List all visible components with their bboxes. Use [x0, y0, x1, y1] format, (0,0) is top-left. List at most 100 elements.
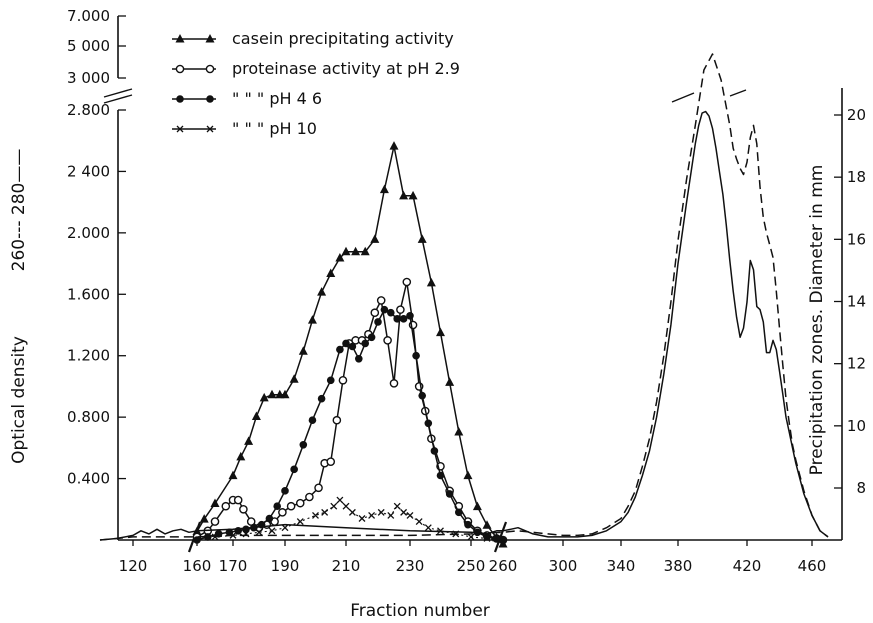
open-circle-marker — [295, 498, 305, 508]
triangle-marker — [341, 246, 351, 256]
filled-circle-marker — [273, 502, 282, 511]
cross-stroke — [358, 515, 366, 522]
cross-marker — [296, 518, 304, 526]
series-line — [196, 308, 504, 541]
legend-item: proteinase activity at pH 2.9 — [172, 59, 460, 78]
open-circle-marker — [205, 64, 215, 74]
y-right-tick-label: 12 — [847, 355, 866, 373]
filled-circle-marker — [430, 447, 439, 455]
tick-labels: 0.400 0.800 1.200 1.600 2.000 2 400 2.800 3 000… — [67, 7, 866, 575]
y-left-tick-label: 1.600 — [67, 285, 110, 303]
filled-circle-marker — [406, 311, 414, 320]
cross-marker — [499, 536, 507, 544]
legend-label: proteinase activity at pH 2.9 — [232, 59, 460, 78]
filled-circle-marker — [204, 533, 212, 541]
filled-circle-marker — [299, 440, 308, 449]
cross-stroke — [211, 533, 219, 541]
open-circle-marker — [221, 501, 231, 511]
filled-circle-marker — [326, 376, 335, 385]
y-left-upper-tick-label: 7.000 — [67, 7, 110, 25]
open-circle-marker — [239, 504, 248, 514]
triangle-marker — [351, 246, 361, 256]
y-left-tick-label: 1.200 — [67, 347, 110, 365]
series-line — [99, 53, 829, 541]
open-circle-marker — [233, 495, 243, 505]
x-tick-label: 260 — [489, 557, 518, 575]
filled-circle-marker — [265, 514, 274, 523]
y-right-tick-label: 8 — [856, 479, 866, 497]
triangle-marker — [379, 184, 389, 194]
triangle-marker — [335, 252, 345, 262]
x-tick-label: 250 — [457, 557, 486, 575]
cross-stroke — [268, 527, 276, 535]
filled-circle-marker — [206, 95, 214, 103]
triangle-marker — [454, 427, 464, 436]
cross-stroke — [400, 508, 408, 516]
filled-circle-marker — [380, 305, 389, 314]
cross-stroke — [321, 508, 329, 516]
cross-marker — [176, 125, 184, 133]
cross-stroke — [415, 518, 423, 526]
cross-marker — [211, 533, 219, 541]
filled-circle-marker — [424, 419, 433, 428]
cross-stroke — [342, 502, 350, 510]
cross-marker — [377, 508, 385, 516]
cross-marker — [268, 527, 276, 535]
cross-marker — [387, 511, 395, 519]
cross-marker — [330, 502, 338, 510]
triangle-marker — [399, 190, 409, 200]
cross-stroke — [406, 511, 414, 519]
open-circle-marker — [305, 492, 314, 502]
series-dashed — [99, 53, 829, 541]
cross-marker — [415, 518, 423, 526]
cross-marker — [336, 496, 344, 504]
cross-marker — [393, 502, 401, 510]
y-right-tick-label: 18 — [847, 168, 866, 186]
cross-stroke — [377, 508, 385, 516]
cross-marker — [368, 511, 376, 519]
filled-circle-marker — [290, 465, 298, 474]
x-tick-label: 230 — [396, 557, 425, 575]
cross-stroke — [176, 125, 184, 133]
y-axis-left-label-extra: 260--- 280—— — [9, 149, 29, 272]
legend: casein precipitating activity proteinase … — [172, 29, 460, 138]
triangle-marker — [389, 141, 399, 150]
peak-break-mark-2 — [729, 89, 747, 97]
open-circle-marker — [338, 375, 348, 385]
x-tick-label: 190 — [271, 557, 300, 575]
series-solid — [99, 110, 829, 541]
triangle-marker — [298, 346, 308, 355]
triangle-marker — [326, 268, 336, 278]
open-circle-marker — [389, 379, 399, 388]
cross-stroke — [499, 536, 507, 544]
filled-circle-marker — [308, 416, 317, 425]
filled-circle-marker — [399, 315, 408, 323]
y-left-upper-tick-label: 3 000 — [67, 69, 110, 87]
cross-stroke — [206, 125, 214, 133]
cross-stroke — [368, 511, 376, 519]
triangle-marker — [408, 190, 418, 200]
cross-stroke — [336, 496, 344, 504]
cross-stroke — [330, 502, 338, 510]
filled-circle-marker — [317, 394, 326, 403]
filled-circle-marker — [361, 339, 370, 348]
filled-circle-marker — [393, 315, 402, 323]
y-right-tick-label: 10 — [847, 417, 866, 435]
filled-circle-marker — [176, 95, 184, 103]
triangle-marker — [280, 389, 290, 399]
y-right-tick-label: 16 — [847, 230, 866, 248]
triangle-marker — [199, 514, 209, 523]
x-tick-label: 120 — [119, 557, 148, 575]
filled-circle-marker — [348, 342, 357, 351]
peak-break-mark-1 — [671, 92, 695, 103]
triangle-marker — [370, 234, 380, 243]
series-line — [99, 110, 829, 541]
open-circle-marker — [383, 336, 392, 345]
filled-circle-marker — [355, 354, 363, 363]
triangle-marker — [417, 234, 427, 243]
x-tick-label: 210 — [332, 557, 361, 575]
filled-circle-marker — [445, 490, 454, 498]
chart-axes — [103, 15, 843, 553]
filled-circle-marker — [281, 487, 289, 495]
